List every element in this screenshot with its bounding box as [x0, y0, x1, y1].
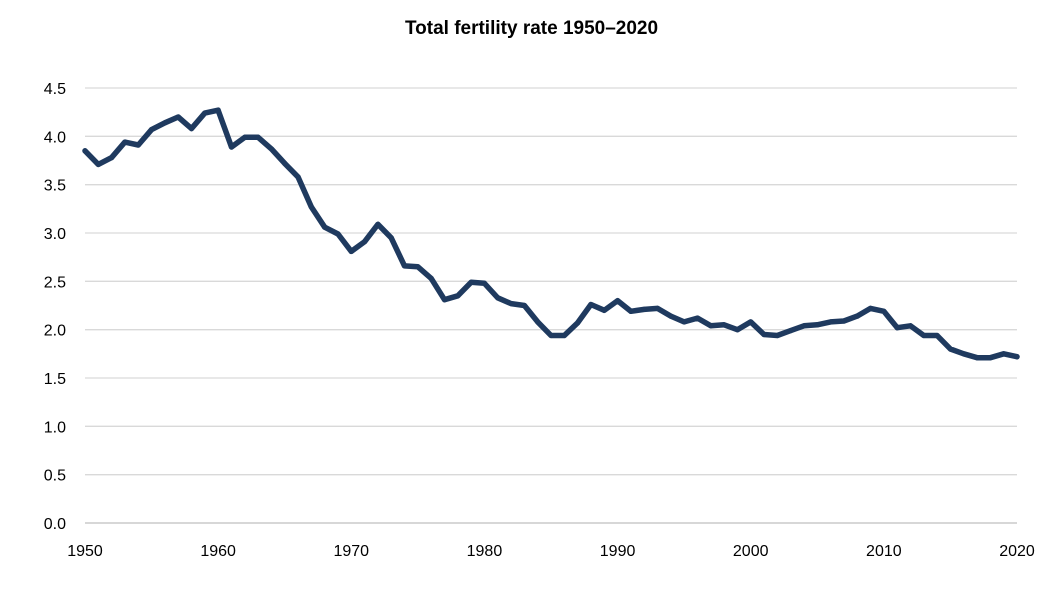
y-tick-label: 3.5 [44, 178, 66, 195]
data-point [668, 313, 674, 319]
data-point [242, 134, 248, 140]
y-tick-label: 1.0 [44, 419, 66, 436]
y-tick-label: 2.5 [44, 274, 66, 291]
x-axis-ticks: 1950 1960 1970 1980 1990 2000 2010 2020 [67, 543, 1035, 560]
data-point [628, 308, 634, 314]
data-point [481, 280, 488, 286]
data-point [974, 355, 980, 361]
data-point [748, 319, 754, 325]
data-point [721, 322, 727, 328]
data-point [788, 328, 794, 334]
data-point [934, 332, 940, 339]
data-point [441, 297, 448, 303]
data-point [801, 323, 807, 329]
data-point [854, 313, 860, 319]
series-line [82, 107, 1020, 361]
data-point [188, 126, 195, 132]
data-point [588, 301, 594, 308]
data-point [961, 351, 967, 357]
y-tick-label: 3.0 [44, 226, 66, 243]
data-point [322, 224, 328, 230]
data-point [335, 231, 341, 237]
data-point [987, 355, 993, 361]
data-point [282, 160, 288, 166]
data-point [535, 319, 541, 325]
data-point [841, 318, 847, 324]
data-point [388, 235, 394, 241]
y-tick-label: 0.0 [44, 516, 66, 533]
data-point [548, 332, 554, 339]
data-point [95, 161, 101, 167]
data-point [907, 323, 914, 329]
y-tick-label: 4.0 [44, 129, 66, 146]
data-point [601, 307, 607, 313]
data-point [362, 239, 368, 245]
data-point [614, 298, 621, 304]
data-point [774, 332, 780, 339]
data-point [1001, 351, 1007, 357]
data-point [468, 279, 474, 285]
data-point [708, 323, 714, 329]
chart-title: Total fertility rate 1950–2020 [404, 18, 659, 39]
x-tick-label: 1990 [600, 543, 636, 560]
data-point [428, 275, 434, 282]
x-tick-label: 2010 [866, 543, 902, 560]
data-point [348, 248, 354, 254]
data-point [734, 327, 741, 333]
data-point [215, 107, 221, 113]
data-point [1014, 354, 1020, 360]
data-point [228, 144, 235, 150]
data-point [867, 305, 874, 311]
data-point [255, 134, 261, 140]
data-point [135, 142, 141, 148]
data-point [109, 155, 115, 161]
series-layer [82, 107, 1020, 361]
x-tick-label: 1950 [67, 543, 103, 560]
data-point [894, 325, 900, 331]
data-point [828, 319, 834, 325]
x-tick-label: 2000 [733, 543, 769, 560]
data-point [681, 319, 687, 325]
y-axis-ticks: 0.0 0.5 1.0 1.5 2.0 2.5 3.0 3.5 4.0 4.5 [44, 81, 66, 533]
data-point [175, 114, 181, 120]
data-point [561, 332, 567, 339]
data-point [162, 120, 168, 126]
data-point [268, 146, 274, 152]
data-point [122, 139, 128, 145]
data-point [455, 293, 461, 299]
gridlines [85, 87, 1017, 476]
data-point [82, 148, 88, 154]
y-tick-label: 0.5 [44, 468, 66, 485]
data-point [495, 295, 501, 301]
data-point [641, 306, 647, 312]
data-point [761, 331, 767, 338]
data-point [814, 322, 820, 328]
data-point [881, 308, 887, 314]
data-point [921, 332, 927, 339]
data-point [947, 346, 954, 352]
y-tick-label: 4.5 [44, 81, 66, 98]
x-tick-label: 1960 [200, 543, 236, 560]
data-point [308, 204, 314, 210]
y-tick-label: 1.5 [44, 371, 66, 388]
data-point [694, 315, 701, 321]
data-point [401, 263, 408, 269]
data-point [521, 302, 527, 309]
data-point [202, 110, 208, 116]
data-point [508, 300, 514, 307]
data-point [575, 320, 581, 326]
data-point [375, 221, 381, 227]
data-point [295, 174, 301, 180]
data-point [654, 305, 661, 311]
x-tick-label: 1970 [333, 543, 369, 560]
data-point [415, 264, 421, 270]
data-point [148, 126, 155, 133]
x-tick-label: 1980 [467, 543, 503, 560]
y-tick-label: 2.0 [44, 323, 66, 340]
x-tick-label: 2020 [999, 543, 1035, 560]
